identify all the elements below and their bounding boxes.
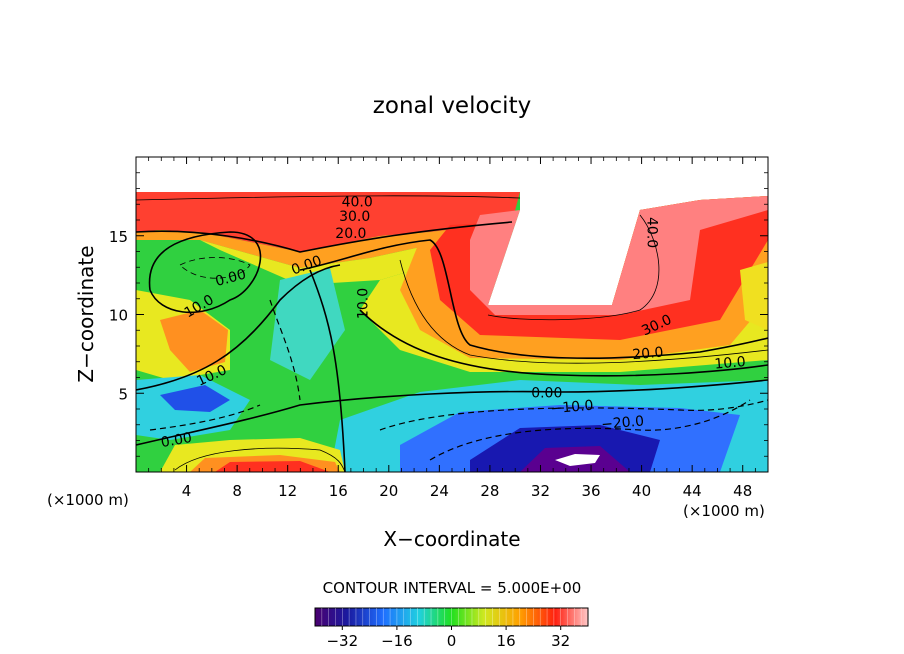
contour-line <box>136 264 341 391</box>
upper-jet-orange <box>136 222 512 268</box>
contour-label: 40.0 <box>342 195 373 211</box>
x-tick-label: 28 <box>480 482 499 500</box>
lower-core-hole <box>555 454 600 466</box>
contour-label: 0.00 <box>531 385 562 401</box>
right-yellow-patch <box>740 262 768 330</box>
left-orange-patch <box>160 310 228 372</box>
contour-label: 0.00 <box>214 267 248 291</box>
x-tick-label: 16 <box>329 482 348 500</box>
x-tick-label: 32 <box>531 482 550 500</box>
contour-line <box>149 404 261 431</box>
colorbar-tick-label: −32 <box>326 632 358 650</box>
contour-label: 40.0 <box>644 217 660 248</box>
velocity-field <box>136 157 768 472</box>
contour-line <box>299 239 768 359</box>
bottom-red <box>215 461 330 472</box>
contour-line <box>399 259 768 364</box>
y-axis-label: Z−coordinate <box>74 245 98 382</box>
x-tick-label: 20 <box>379 482 398 500</box>
contour-line <box>136 221 513 253</box>
x-tick-label: 40 <box>632 482 651 500</box>
contour-line <box>429 399 751 461</box>
x-tick-label: 44 <box>683 482 702 500</box>
contour-line <box>487 214 660 321</box>
x-unit-left: (×1000 m) <box>47 491 129 509</box>
y-axis: 5 10 15 <box>109 172 768 457</box>
contour-line <box>136 195 521 201</box>
contour-label: 0.00 <box>160 430 193 451</box>
contour-line <box>174 447 346 472</box>
x-axis-label: X−coordinate <box>383 527 520 551</box>
contour-label: 30.0 <box>339 209 370 225</box>
colorbar-tick-label: 32 <box>551 632 570 650</box>
contour-label-layer: 40.030.020.00.000.0010.010.00.0010.040.0… <box>160 195 747 451</box>
colorbar-tick-label: 0 <box>447 632 457 650</box>
x-tick-label: 36 <box>581 482 600 500</box>
x-tick-label: 48 <box>733 482 752 500</box>
chart-title: zonal velocity <box>373 93 531 119</box>
y-tick-label: 15 <box>109 228 128 246</box>
contour-line <box>148 231 262 314</box>
contour-label: 20.0 <box>335 226 366 242</box>
x-axis: 4 8 12 16 20 24 28 32 36 40 44 48 <box>148 157 756 500</box>
contour-line <box>179 257 251 279</box>
contour-line <box>359 309 768 377</box>
contour-lines <box>136 195 768 472</box>
contour-line <box>379 399 768 431</box>
contour-interval-text: CONTOUR INTERVAL = 5.000E+00 <box>323 579 582 597</box>
u-band-pink <box>470 196 768 315</box>
contour-label: −20.0 <box>601 413 645 433</box>
x-tick-label: 24 <box>430 482 449 500</box>
x-tick-label: 8 <box>232 482 242 500</box>
contour-line <box>136 379 768 446</box>
colorbar-ticks: −32 −16 0 16 32 <box>326 626 570 650</box>
colorbar-tick-label: −16 <box>381 632 413 650</box>
y-tick-label: 5 <box>118 385 128 403</box>
contour-label: 10.0 <box>356 288 372 319</box>
contour-label: 10.0 <box>714 354 746 373</box>
contour-line <box>269 299 301 401</box>
x-unit-right: (×1000 m) <box>683 502 765 520</box>
colorbar-tick-label: 16 <box>497 632 516 650</box>
x-tick-label: 4 <box>182 482 192 500</box>
left-blue-core <box>160 385 230 412</box>
contour-label: 20.0 <box>632 345 664 364</box>
y-tick-label: 10 <box>109 307 128 325</box>
contour-line <box>309 269 346 472</box>
x-tick-label: 12 <box>278 482 297 500</box>
contour-label: −10.0 <box>550 398 594 418</box>
colorbar-stripes <box>321 608 582 626</box>
